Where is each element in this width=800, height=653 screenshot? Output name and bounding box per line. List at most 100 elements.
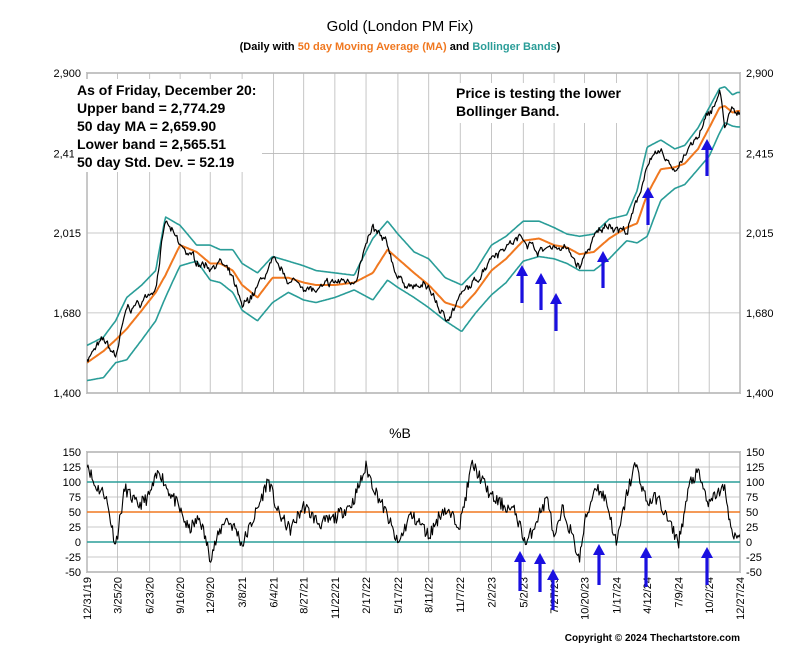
- percent-b-y-tick-right: 50: [746, 507, 758, 519]
- x-tick-label: 8/11/22: [424, 577, 436, 613]
- price-y-tick-left: 2,015: [53, 228, 81, 240]
- subtitle-and: and: [447, 41, 473, 53]
- stats-line: Upper band = 2,774.29: [77, 100, 225, 116]
- arrow-marker: [593, 544, 605, 585]
- x-tick-label: 10/2/24: [704, 577, 716, 614]
- arrow-marker: [597, 251, 609, 288]
- price-y-tick-right: 2,900: [746, 68, 774, 80]
- subtitle-moving-average: 50 day Moving Average (MA): [298, 41, 447, 53]
- percent-b-line: [87, 459, 740, 563]
- x-tick-label: 11/22/21: [330, 577, 342, 619]
- arrow-marker: [516, 265, 528, 303]
- lower-panel-title: %B: [389, 425, 411, 441]
- price-y-tick-right: 1,680: [746, 308, 774, 320]
- price-y-tick-left: 2,900: [53, 68, 81, 80]
- arrow-marker: [547, 569, 559, 610]
- x-tick-label: 3/25/20: [112, 577, 124, 614]
- percent-b-y-tick-right: 125: [746, 462, 764, 474]
- percent-b-y-tick-right: 150: [746, 447, 764, 459]
- arrow-marker: [640, 547, 652, 587]
- arrow-head: [593, 544, 605, 555]
- arrow-marker: [642, 187, 654, 225]
- x-tick-label: 2/17/22: [361, 577, 373, 614]
- arrow-head: [550, 293, 562, 304]
- x-tick-label: 7/27/23: [549, 577, 561, 614]
- percent-b-y-tick-right: 100: [746, 477, 764, 489]
- percent-b-y-tick-left: 0: [75, 537, 81, 549]
- chart-title: Gold (London PM Fix): [327, 18, 474, 35]
- price-y-tick-left: 1,400: [53, 388, 81, 400]
- percent-b-y-tick-left: -25: [65, 552, 81, 564]
- x-tick-label: 7/9/24: [674, 577, 686, 608]
- arrow-head: [516, 265, 528, 276]
- arrow-head: [701, 139, 713, 150]
- percent-b-y-tick-left: 25: [69, 522, 81, 534]
- note-line: Price is testing the lower: [456, 85, 621, 101]
- stats-line: As of Friday, December 20:: [77, 82, 256, 98]
- arrow-head: [701, 547, 713, 558]
- x-tick-label: 2/2/23: [486, 577, 498, 608]
- percent-b-y-tick-right: -25: [746, 552, 762, 564]
- x-tick-label: 3/8/21: [237, 577, 249, 608]
- percent-b-y-tick-left: 50: [69, 507, 81, 519]
- note-box: [452, 83, 624, 123]
- stats-annotation: As of Friday, December 20: Upper band = 2…: [77, 82, 256, 170]
- subtitle-open: (Daily with: [240, 41, 298, 53]
- x-tick-label: 10/20/23: [580, 577, 592, 620]
- note-line: Bollinger Band.: [456, 103, 559, 119]
- lower-band-line: [87, 122, 740, 382]
- arrow-marker: [701, 547, 713, 585]
- arrow-markers: [514, 139, 713, 610]
- percent-b-y-tick-left: 150: [63, 447, 81, 459]
- x-tick-label: 1/17/24: [611, 577, 623, 614]
- chart-subtitle: (Daily with 50 day Moving Average (MA) a…: [240, 41, 561, 53]
- x-tick-label: 9/16/20: [175, 577, 187, 614]
- x-tick-label: 12/9/20: [205, 577, 217, 614]
- percent-b-y-tick-left: 75: [69, 492, 81, 504]
- percent-b-y-tick-left: -50: [65, 567, 81, 579]
- arrow-head: [514, 551, 526, 562]
- stats-line: Lower band = 2,565.51: [77, 136, 226, 152]
- stats-box: [74, 79, 262, 172]
- percent-b-y-tick-right: 75: [746, 492, 758, 504]
- percent-b-axis-ticks: 150 150 125 125 100 100 75 75 50 50 25 25 0 0 -25 -25 -5…: [63, 447, 765, 620]
- percent-b-y-tick-right: 0: [746, 537, 752, 549]
- x-tick-label: 8/27/21: [299, 577, 311, 614]
- price-y-tick-left: 1,680: [53, 308, 81, 320]
- arrow-head: [597, 251, 609, 262]
- x-tick-label: 12/31/19: [82, 577, 94, 620]
- price-lines: [87, 86, 740, 382]
- stats-line: 50 day Std. Dev. = 52.19: [77, 154, 235, 170]
- arrow-head: [547, 569, 559, 580]
- arrow-marker: [550, 293, 562, 331]
- percent-b-y-tick-right: 25: [746, 522, 758, 534]
- price-y-tick-right: 1,400: [746, 388, 774, 400]
- x-tick-label: 11/7/22: [455, 577, 467, 613]
- x-tick-label: 6/4/21: [269, 577, 281, 608]
- copyright-text: Copyright © 2024 Thechartstore.com: [565, 633, 740, 644]
- arrow-head: [535, 273, 547, 284]
- percent-b-y-tick-left: 125: [63, 462, 81, 474]
- arrow-marker: [534, 553, 546, 592]
- arrow-marker: [701, 139, 713, 176]
- gold-price-line: [87, 89, 740, 363]
- subtitle-close: ): [557, 41, 561, 53]
- arrow-head: [534, 553, 546, 564]
- upper-band-line: [87, 86, 740, 347]
- arrow-marker: [535, 273, 547, 310]
- arrow-head: [642, 187, 654, 198]
- price-y-tick-right: 2,015: [746, 228, 774, 240]
- stats-line: 50 day MA = 2,659.90: [77, 118, 216, 134]
- percent-b-y-tick-right: -50: [746, 567, 762, 579]
- percent-b-y-tick-left: 100: [63, 477, 81, 489]
- price-y-tick-right: 2,415: [746, 148, 774, 160]
- arrow-marker: [514, 551, 526, 591]
- x-tick-label: 12/27/24: [735, 577, 747, 620]
- subtitle-bollinger-bands: Bollinger Bands: [472, 41, 556, 53]
- arrow-head: [640, 547, 652, 558]
- x-tick-label: 4/12/24: [642, 577, 654, 614]
- x-tick-label: 6/23/20: [145, 577, 157, 614]
- percent-b-lines: [87, 459, 740, 563]
- x-tick-label: 5/17/22: [393, 577, 405, 614]
